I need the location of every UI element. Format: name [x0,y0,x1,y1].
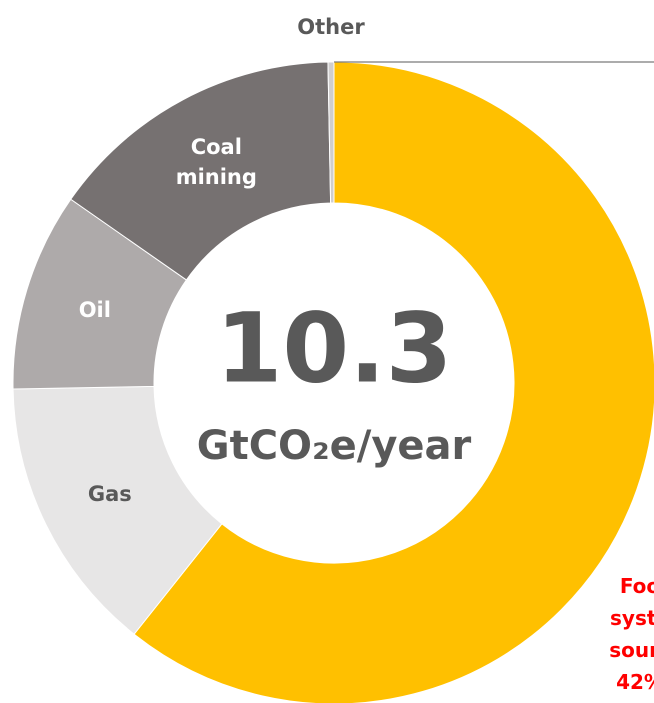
annotation-line: syste [610,606,654,630]
segment-label: Gas [87,481,132,506]
center-value: 10.3 [216,292,453,404]
annotation-line: sourc [609,638,654,662]
segment-label: Oil [78,298,111,323]
donut-segment [70,61,332,281]
donut-segment [327,61,335,204]
donut-segment [133,61,654,703]
annotation-line: 42% [616,670,654,694]
segment-label: Other [297,15,365,39]
center-unit: GtCO₂e/year [197,423,472,469]
annotation: Foo syste sourc 42% [590,570,654,698]
annotation-line: Foo [619,574,654,598]
segment-label: Coal mining [175,135,257,190]
